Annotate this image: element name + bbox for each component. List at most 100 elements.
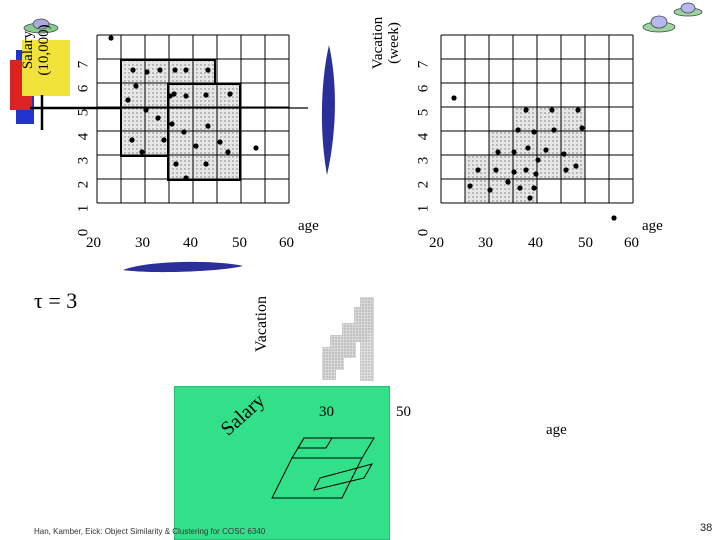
right-y-tick-7: 7: [415, 60, 432, 69]
data-point: [511, 169, 517, 175]
data-point: [611, 215, 617, 221]
data-point: [475, 167, 481, 173]
left-y-tick-7: 7: [75, 60, 92, 69]
data-point: [183, 67, 189, 73]
data-point: [203, 92, 209, 98]
data-point: [467, 183, 473, 189]
data-point: [161, 137, 167, 143]
right-y-tick-1: 1: [415, 204, 432, 213]
data-point: [495, 149, 501, 155]
left-x-tick-20: 20: [86, 235, 101, 251]
right-x-tick-50: 50: [578, 235, 593, 251]
data-point: [139, 149, 145, 155]
right-x-tick-20: 20: [429, 235, 444, 251]
subspace-cubes: [322, 297, 374, 381]
vacation-label-line2: (week): [386, 22, 402, 64]
page-number: 38: [700, 522, 713, 534]
right-x-tick-60: 60: [624, 235, 639, 251]
data-point: [167, 93, 173, 99]
data-point: [517, 185, 523, 191]
data-point: [130, 67, 136, 73]
tau-label: τ = 3: [34, 288, 78, 313]
data-point: [543, 147, 549, 153]
left-y-tick-4: 4: [75, 132, 92, 141]
data-point: [129, 137, 135, 143]
data-point: [193, 143, 199, 149]
footer-citation: Han, Kamber, Eick: Object Similarity & C…: [34, 527, 266, 536]
data-point: [515, 127, 521, 133]
data-point: [225, 149, 231, 155]
right-y-tick-5: 5: [415, 108, 432, 117]
left-x-tick-50: 50: [232, 235, 247, 251]
data-point: [183, 93, 189, 99]
data-point: [253, 145, 259, 151]
data-point: [525, 145, 531, 151]
data-point: [505, 179, 511, 185]
left-y-tick-3: 3: [75, 156, 92, 165]
right-x-tick-40: 40: [528, 235, 543, 251]
right-y-tick-2: 2: [415, 180, 432, 189]
data-point: [169, 121, 175, 127]
right-y-tick-3: 3: [415, 156, 432, 165]
cube-age-label: age: [546, 422, 567, 438]
data-point: [563, 167, 569, 173]
data-point: [183, 175, 189, 181]
data-point: [531, 185, 537, 191]
data-point: [531, 129, 537, 135]
data-point: [171, 91, 177, 97]
right-y-tick-6: 6: [415, 84, 432, 93]
vacation-axis-label: Vacation (week): [370, 0, 410, 88]
left-y-tick-2: 2: [75, 180, 92, 189]
salary-age-grid: [40, 34, 308, 204]
data-point: [511, 149, 517, 155]
data-point: [217, 139, 223, 145]
left-x-axis-label: age: [298, 218, 319, 234]
left-x-tick-40: 40: [183, 235, 198, 251]
data-point: [549, 107, 555, 113]
left-y-tick-5: 5: [75, 108, 92, 117]
salary-label-line1: Salary: [20, 30, 36, 70]
data-point: [181, 129, 187, 135]
data-point: [227, 91, 233, 97]
data-point: [144, 69, 150, 75]
ufo-icon: [642, 2, 703, 33]
data-point: [527, 195, 533, 201]
cube-x-tick-50: 50: [396, 404, 411, 420]
age-density-shape: [123, 261, 243, 273]
data-point: [451, 95, 457, 101]
vacation-label: Vacation: [253, 296, 270, 352]
salary-age-plane: [174, 386, 390, 540]
data-point: [493, 167, 499, 173]
right-x-tick-30: 30: [478, 235, 493, 251]
left-y-tick-0: 0: [75, 228, 92, 237]
cube-x-tick-30: 30: [319, 404, 334, 420]
data-point: [133, 83, 139, 89]
data-point: [575, 107, 581, 113]
vacation-label-line1: Vacation: [370, 16, 386, 70]
right-x-axis-label: age: [642, 218, 663, 234]
left-x-tick-30: 30: [135, 235, 150, 251]
data-point: [172, 67, 178, 73]
salary-axis-label: Salary (10,000): [20, 10, 60, 90]
data-point: [551, 127, 557, 133]
right-y-tick-0: 0: [415, 228, 432, 237]
salary-label-line2: (10,000): [36, 24, 52, 76]
data-point: [523, 107, 529, 113]
left-y-tick-1: 1: [75, 204, 92, 213]
data-point: [157, 67, 163, 73]
data-point: [203, 161, 209, 167]
data-point: [143, 107, 149, 113]
data-point: [487, 187, 493, 193]
data-point: [535, 157, 541, 163]
data-point: [155, 115, 161, 121]
data-point: [205, 123, 211, 129]
data-point: [205, 67, 211, 73]
data-point: [523, 167, 529, 173]
left-x-tick-60: 60: [279, 235, 294, 251]
data-point: [579, 125, 585, 131]
data-point: [125, 97, 131, 103]
salary-density-shape: [321, 45, 335, 175]
vacation-age-grid: [440, 34, 634, 221]
left-y-tick-6: 6: [75, 84, 92, 93]
data-point: [533, 171, 539, 177]
